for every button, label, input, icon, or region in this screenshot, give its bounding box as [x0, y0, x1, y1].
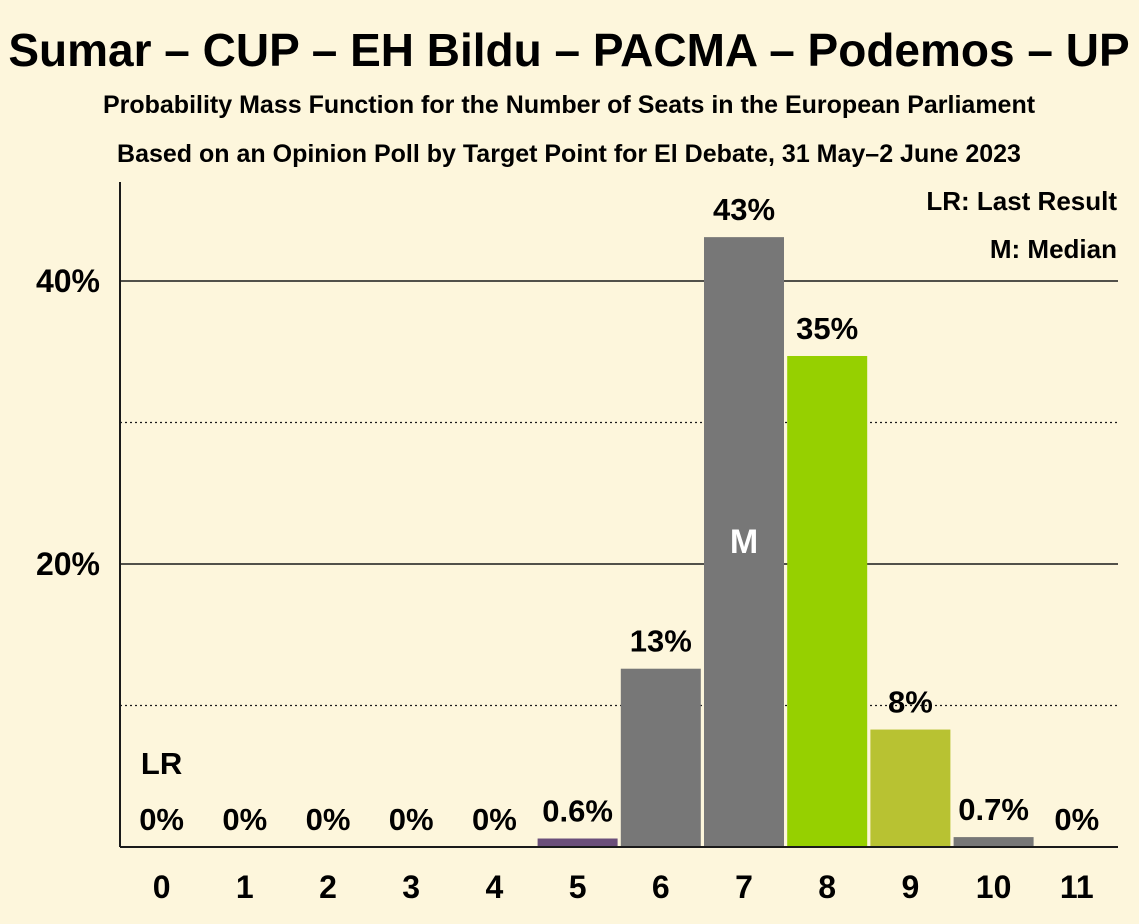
- x-tick-label: 6: [652, 869, 670, 905]
- x-tick-label: 10: [976, 869, 1012, 905]
- x-tick-label: 8: [818, 869, 836, 905]
- data-label-2: 0%: [306, 802, 351, 837]
- bar-8: [787, 355, 868, 847]
- data-label-3: 0%: [389, 802, 434, 837]
- bar-6: [620, 668, 701, 847]
- data-label-4: 0%: [472, 802, 517, 837]
- x-tick-label: 11: [1060, 869, 1094, 905]
- x-tick-label: 5: [569, 869, 587, 905]
- bar-10: [953, 837, 1034, 847]
- x-tick-label: 1: [236, 869, 254, 905]
- bar-5: [537, 838, 618, 847]
- last-result-marker: LR: [141, 746, 182, 781]
- x-tick-label: 7: [735, 869, 753, 905]
- data-label-8: 35%: [796, 311, 858, 346]
- gridlines: [120, 280, 1118, 707]
- axes: 20% 40% 0 1 2 3 4 5 6 7 8 9 10 11: [36, 182, 1118, 905]
- chart-source-line: Based on an Opinion Poll by Target Point…: [117, 140, 1021, 168]
- data-label-1: 0%: [222, 802, 267, 837]
- data-label-7: 43%: [713, 192, 775, 227]
- data-label-5: 0.6%: [542, 794, 613, 829]
- x-tick-label: 4: [486, 869, 504, 905]
- data-label-6: 13%: [630, 624, 692, 659]
- y-tick-label: 20%: [36, 546, 100, 582]
- data-label-9: 8%: [888, 685, 933, 720]
- bars: [537, 237, 1034, 847]
- y-tick-label: 40%: [36, 263, 100, 299]
- bar-7: [704, 237, 784, 847]
- data-label-0: 0%: [139, 802, 184, 837]
- legend-entry: LR: Last Result: [926, 186, 1117, 216]
- data-label-11: 0%: [1054, 802, 1099, 837]
- x-tick-label: 0: [153, 869, 171, 905]
- x-tick-label: 3: [402, 869, 420, 905]
- data-labels: 0% LR 0% 0% 0% 0% 0.6% 13% 43% M 35% 8% 0.7% 0%: [139, 192, 1099, 837]
- data-label-10: 0.7%: [958, 792, 1029, 827]
- legend: LR: Last Result M: Median: [926, 186, 1117, 264]
- chart-title: Sumar – CUP – EH Bildu – PACMA – Podemos…: [8, 24, 1129, 76]
- chart-subtitle: Probability Mass Function for the Number…: [103, 91, 1036, 119]
- legend-entry: M: Median: [990, 234, 1117, 264]
- x-tick-label: 9: [902, 869, 920, 905]
- x-tick-label: 2: [319, 869, 337, 905]
- median-marker: M: [730, 523, 758, 561]
- bar-9: [870, 729, 951, 847]
